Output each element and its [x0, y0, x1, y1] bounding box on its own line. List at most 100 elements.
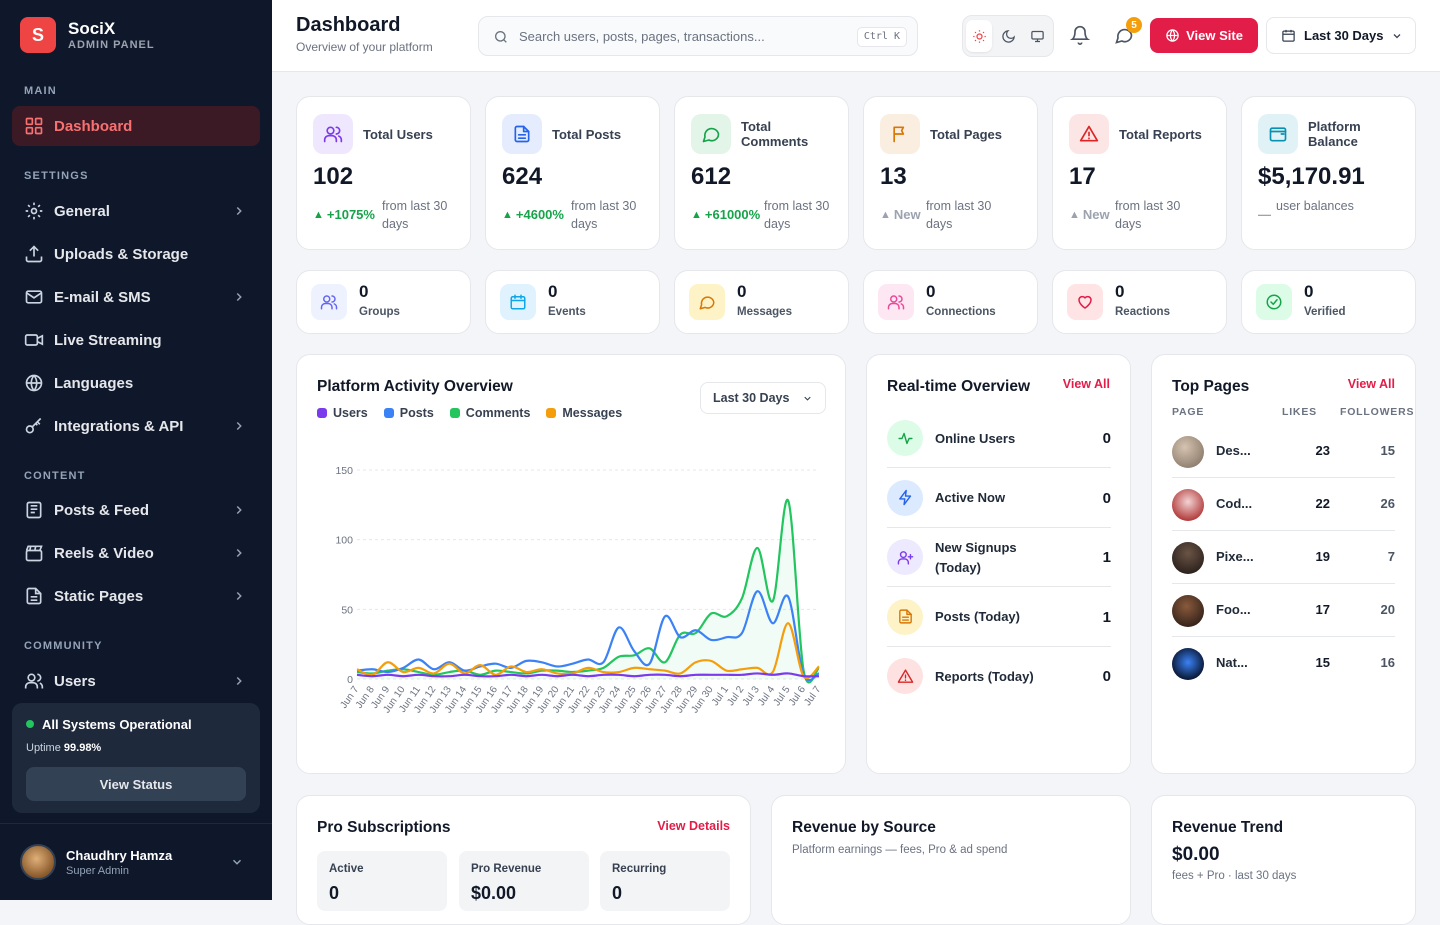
video-icon	[24, 330, 44, 350]
sidebar-item-general[interactable]: General	[12, 191, 260, 231]
status-title: All Systems Operational	[42, 717, 192, 732]
revenue-source-card: Revenue by Source Platform earnings — fe…	[771, 795, 1131, 925]
realtime-icon-box	[887, 658, 923, 694]
sidebar-item-email-sms[interactable]: E-mail & SMS	[12, 277, 260, 317]
chevron-down-icon	[1391, 30, 1403, 42]
mini-stat-value: 0	[737, 282, 746, 302]
sidebar-item-users[interactable]: Users	[12, 661, 260, 701]
realtime-view-all-link[interactable]: View All	[1063, 377, 1110, 391]
activity-title: Platform Activity Overview	[317, 378, 513, 396]
revenue-trend-subtitle: fees + Pro · last 30 days	[1172, 870, 1296, 882]
chevron-right-icon	[232, 290, 246, 304]
users-icon	[320, 293, 338, 311]
mini-icon-box	[311, 284, 347, 320]
legend-item[interactable]: Messages	[546, 406, 622, 420]
light-theme-button[interactable]	[966, 20, 992, 52]
view-status-button[interactable]: View Status	[26, 767, 246, 801]
clapperboard-icon	[24, 543, 44, 563]
mini-stat-value: 0	[1115, 282, 1124, 302]
sidebar-item-static-pages[interactable]: Static Pages	[12, 576, 260, 616]
mini-stat-label: Reactions	[1115, 306, 1170, 318]
mail-icon	[24, 287, 44, 307]
activity-card: Platform Activity Overview Users Posts Com…	[296, 354, 846, 774]
sidebar-item-dashboard[interactable]: Dashboard	[12, 106, 260, 146]
page-likes: 19	[1284, 549, 1330, 564]
stat-value: 102	[313, 163, 353, 191]
realtime-value: 0	[1103, 469, 1111, 528]
search-input[interactable]	[519, 25, 839, 47]
chart-legend: Users Posts Comments Messages	[317, 406, 638, 420]
page-avatar	[1172, 648, 1204, 680]
dark-theme-button[interactable]	[995, 20, 1021, 52]
activity-range-label: Last 30 Days	[713, 391, 789, 405]
legend-item[interactable]: Comments	[450, 406, 531, 420]
flag-icon	[890, 124, 910, 144]
legend-item[interactable]: Posts	[384, 406, 434, 420]
y-tick-label: 50	[341, 604, 353, 616]
gear-icon	[24, 201, 44, 221]
section-content: CONTENT	[24, 470, 86, 482]
stat-icon-box	[1069, 114, 1109, 154]
sidebar-item-live-streaming[interactable]: Live Streaming	[12, 320, 260, 360]
legend-item[interactable]: Users	[317, 406, 368, 420]
stat-note: user balances	[1276, 197, 1416, 215]
stat-note: from last 30 days	[382, 197, 464, 233]
stat-change: ▲+61000%	[691, 207, 760, 222]
revenue-trend-value: $0.00	[1172, 844, 1220, 866]
chevron-down-icon	[230, 855, 244, 869]
sidebar-item-integrations[interactable]: Integrations & API	[12, 406, 260, 446]
realtime-value: 0	[1103, 647, 1111, 706]
page-likes: 23	[1284, 443, 1330, 458]
search-bar[interactable]: Ctrl K	[478, 16, 918, 56]
stat-value: 17	[1069, 163, 1096, 191]
mini-stat-value: 0	[548, 282, 557, 302]
page-avatar	[1172, 436, 1204, 468]
bell-icon[interactable]	[1070, 25, 1090, 45]
activity-range-select[interactable]: Last 30 Days	[700, 382, 826, 414]
pro-view-details-link[interactable]: View Details	[657, 819, 730, 833]
column-header-likes: LIKES	[1282, 406, 1317, 418]
revenue-trend-title: Revenue Trend	[1172, 819, 1283, 837]
stat-icon-box	[313, 114, 353, 154]
sidebar-item-uploads[interactable]: Uploads & Storage	[12, 234, 260, 274]
view-site-button[interactable]: View Site	[1150, 18, 1258, 53]
stat-label: Total Users	[363, 119, 463, 149]
uptime-text: Uptime 99.98%	[26, 742, 101, 754]
sidebar-item-reels-video[interactable]: Reels & Video	[12, 533, 260, 573]
stat-value: 624	[502, 163, 542, 191]
y-tick-label: 150	[335, 465, 353, 477]
comments-area	[357, 500, 819, 683]
user-menu[interactable]: Chaudhry Hamza Super Admin	[0, 823, 272, 900]
realtime-icon-box	[887, 420, 923, 456]
stat-change: —	[1258, 207, 1271, 222]
sidebar-item-languages[interactable]: Languages	[12, 363, 260, 403]
page-likes: 22	[1284, 496, 1330, 511]
system-theme-button[interactable]	[1024, 20, 1050, 52]
page-likes: 17	[1284, 602, 1330, 617]
date-range-select[interactable]: Last 30 Days	[1266, 17, 1416, 54]
top-pages-view-all-link[interactable]: View All	[1348, 377, 1395, 391]
globe-icon	[1165, 28, 1180, 43]
sidebar-item-label: E-mail & SMS	[54, 289, 151, 306]
mini-stat-value: 0	[1304, 282, 1313, 302]
brand[interactable]: S SociX ADMIN PANEL	[20, 17, 155, 53]
column-header-page: PAGE	[1172, 406, 1204, 418]
users-icon	[323, 124, 343, 144]
notification-badge: 5	[1126, 17, 1142, 33]
alert-icon	[1079, 124, 1099, 144]
realtime-value: 1	[1103, 588, 1111, 647]
sidebar-item-posts-feed[interactable]: Posts & Feed	[12, 490, 260, 530]
stat-card: Platform Balance$5,170.91—user balances	[1241, 96, 1416, 250]
pro-title: Pro Subscriptions	[317, 819, 451, 837]
